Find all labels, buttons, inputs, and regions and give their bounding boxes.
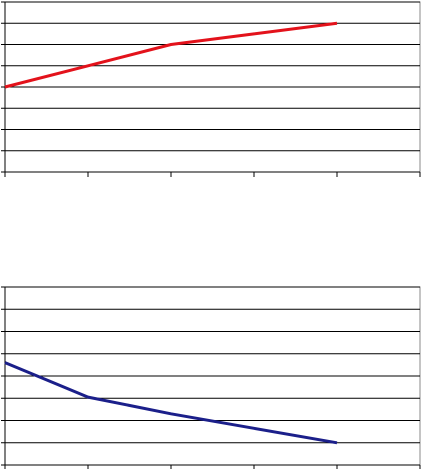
data-line: [4, 361, 338, 445]
data-line: [4, 21, 338, 89]
